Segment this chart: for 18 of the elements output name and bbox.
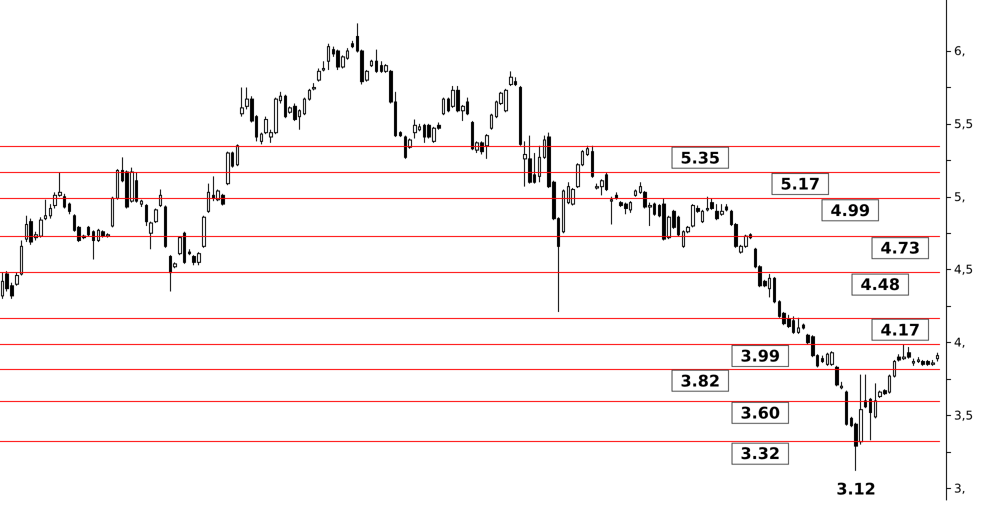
- ref-line-label: 5.35: [680, 148, 720, 168]
- y-tick-label: 3,5: [954, 408, 974, 422]
- annotation: 3.12: [836, 479, 876, 498]
- ref-line-label: 4.48: [860, 275, 900, 294]
- ref-line-label: 5.17: [780, 174, 820, 194]
- y-tick-label: 5,: [954, 190, 966, 204]
- ref-line-label: 3.60: [740, 403, 780, 422]
- y-tick-label: 5,5: [954, 116, 974, 131]
- y-tick-label: 4,5: [954, 262, 974, 277]
- ref-line-label: 3.82: [680, 371, 720, 390]
- ref-line-label: 3.99: [740, 346, 780, 366]
- ref-line-label: 3.32: [740, 444, 780, 464]
- ref-line-label: 4.73: [880, 238, 920, 258]
- y-tick-label: 4,: [954, 336, 966, 350]
- ref-line-label: 4.17: [880, 320, 920, 340]
- y-tick-label: 3,: [954, 481, 966, 496]
- ref-line-label: 4.99: [830, 200, 870, 220]
- y-tick-label: 6,: [954, 44, 966, 58]
